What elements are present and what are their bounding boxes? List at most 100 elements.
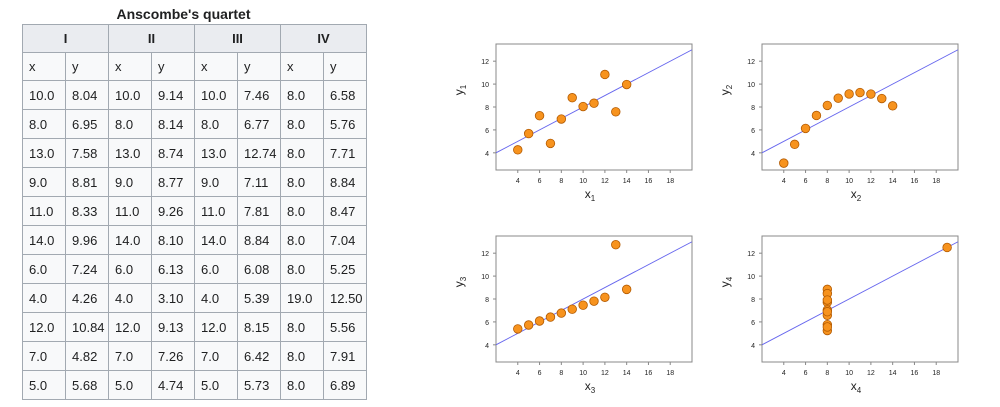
data-point xyxy=(523,128,534,139)
x-tick-label: 10 xyxy=(579,370,587,377)
cell-y: 8.77 xyxy=(151,167,195,197)
cell-x: 7.0 xyxy=(108,341,152,371)
data-point xyxy=(567,93,577,103)
anscombe-table-panel: Anscombe's quartet I II III IV x y x y x… xyxy=(22,4,367,400)
y-axis-label: y1 xyxy=(452,84,468,95)
x-tick-label: 10 xyxy=(845,370,853,377)
x-tick-label: 6 xyxy=(538,370,542,377)
x-tick-label: 16 xyxy=(911,178,919,185)
x-tick-label: 14 xyxy=(889,370,897,377)
table-row: 9.0 8.81 9.0 8.77 9.0 7.11 8.0 8.84 xyxy=(22,167,367,197)
y-tick-label: 4 xyxy=(485,151,489,158)
cell-y: 4.82 xyxy=(65,341,109,371)
cell-y: 5.39 xyxy=(237,283,281,313)
y-tick-label: 6 xyxy=(485,128,489,135)
table-row: 5.0 5.68 5.0 4.74 5.0 5.73 8.0 6.89 xyxy=(22,370,367,400)
data-point xyxy=(513,324,523,334)
data-point xyxy=(534,316,545,326)
scatter-panel-4: 4 6 8 10 12 4 6 8 10 12 14 16 18 x4 y4 xyxy=(718,235,959,395)
table-row: 14.0 9.96 14.0 8.10 14.0 8.84 8.0 7.04 xyxy=(22,225,367,255)
scatter-panel-3: 4 6 8 10 12 4 6 8 10 12 14 16 18 x3 y3 xyxy=(452,235,693,395)
y-tick-label: 10 xyxy=(747,274,755,281)
cell-x: 8.0 xyxy=(280,109,324,139)
group-header-1: I xyxy=(22,24,109,53)
data-point xyxy=(800,123,811,134)
cell-y: 12.74 xyxy=(237,138,281,168)
x-tick-label: 4 xyxy=(782,178,786,185)
cell-x: 10.0 xyxy=(194,80,238,110)
x-tick-label: 12 xyxy=(601,370,609,377)
cell-y: 7.04 xyxy=(323,225,367,255)
table-title: Anscombe's quartet xyxy=(116,6,251,22)
cell-x: 8.0 xyxy=(280,370,324,400)
y-tick-label: 10 xyxy=(481,274,489,281)
y-tick-label: 4 xyxy=(485,343,489,350)
y-axis-label: y4 xyxy=(718,276,734,287)
x-tick-label: 6 xyxy=(804,178,808,185)
cell-y: 5.76 xyxy=(323,109,367,139)
cell-x: 8.0 xyxy=(280,138,324,168)
x-tick-label: 16 xyxy=(645,178,653,185)
x-tick-label: 18 xyxy=(666,370,674,377)
x-tick-label: 16 xyxy=(911,370,919,377)
cell-x: 12.0 xyxy=(108,312,152,342)
data-point xyxy=(866,89,876,99)
cell-x: 14.0 xyxy=(22,225,66,255)
cell-x: 13.0 xyxy=(194,138,238,168)
data-point xyxy=(523,320,534,330)
cell-x: 10.0 xyxy=(108,80,152,110)
group-header-4: IV xyxy=(280,24,367,53)
x-tick-label: 6 xyxy=(804,370,808,377)
cell-x: 12.0 xyxy=(22,312,66,342)
data-point xyxy=(556,114,567,124)
y-tick-label: 12 xyxy=(481,251,489,258)
x-tick-label: 18 xyxy=(932,370,940,377)
y-axis-label: y2 xyxy=(718,84,734,95)
y-tick-label: 6 xyxy=(485,320,489,327)
data-point xyxy=(887,101,898,111)
cell-y: 3.10 xyxy=(151,283,195,313)
x-tick-label: 14 xyxy=(889,178,897,185)
col-header-y: y xyxy=(151,52,195,81)
cell-x: 8.0 xyxy=(280,341,324,371)
cell-y: 9.26 xyxy=(151,196,195,226)
cell-y: 5.68 xyxy=(65,370,109,400)
y-tick-label: 10 xyxy=(747,82,755,89)
regression-line xyxy=(762,49,958,154)
cell-x: 8.0 xyxy=(194,109,238,139)
data-point xyxy=(822,307,833,317)
x-axis-label: x4 xyxy=(851,379,862,395)
x-tick-label: 12 xyxy=(867,178,875,185)
cell-x: 11.0 xyxy=(194,196,238,226)
anscombe-table: I II III IV x y x y x y x y 10.0 8.04 10.0… xyxy=(22,24,367,400)
x-axis-label: x1 xyxy=(585,187,596,203)
data-point xyxy=(567,304,577,314)
cell-x: 8.0 xyxy=(280,196,324,226)
cell-x: 5.0 xyxy=(108,370,152,400)
y-tick-label: 8 xyxy=(485,105,489,112)
table-row: 11.0 8.33 11.0 9.26 11.0 7.81 8.0 8.47 xyxy=(22,196,367,226)
data-point xyxy=(545,138,556,149)
cell-x: 4.0 xyxy=(194,283,238,313)
x-tick-label: 12 xyxy=(867,370,875,377)
cell-y: 9.96 xyxy=(65,225,109,255)
group-header-2: II xyxy=(108,24,195,53)
data-point xyxy=(600,292,610,302)
data-point xyxy=(600,69,610,80)
regression-line xyxy=(762,241,958,346)
col-header-x: x xyxy=(22,52,66,81)
col-header-y: y xyxy=(65,52,109,81)
cell-x: 11.0 xyxy=(108,196,152,226)
y-tick-label: 12 xyxy=(481,59,489,66)
data-point xyxy=(611,240,621,250)
data-point xyxy=(833,93,843,103)
x-tick-label: 6 xyxy=(538,178,542,185)
x-tick-label: 18 xyxy=(666,178,674,185)
data-point xyxy=(822,295,833,305)
group-header-3: III xyxy=(194,24,281,53)
x-tick-label: 10 xyxy=(579,178,587,185)
data-point xyxy=(621,79,632,90)
y-tick-label: 4 xyxy=(751,343,755,350)
cell-y: 8.04 xyxy=(65,80,109,110)
scatter-panel-1: 4 6 8 10 12 4 6 8 10 12 14 16 18 x1 y1 xyxy=(452,43,693,203)
